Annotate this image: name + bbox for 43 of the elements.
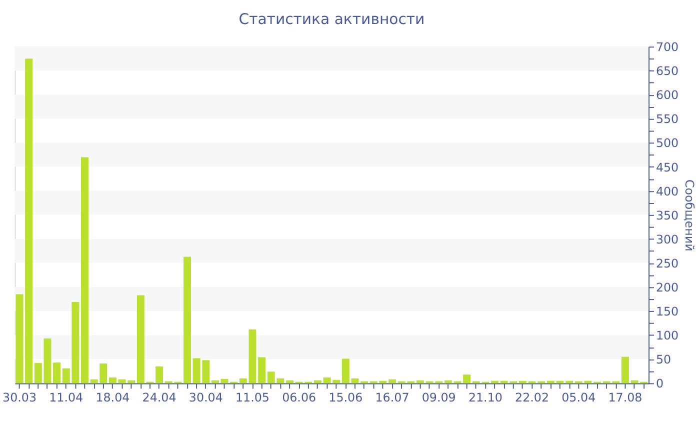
y-tick-label: 0 (656, 376, 664, 391)
bar (25, 58, 33, 384)
y-tick-label: 700 (656, 40, 679, 54)
y-tick-label: 550 (656, 112, 679, 126)
x-tick-label: 05.04 (562, 390, 596, 405)
y-tick-label: 650 (656, 64, 679, 78)
x-tick-label: 06.06 (282, 390, 316, 405)
x-tick-label: 11.05 (235, 390, 270, 405)
bar (53, 362, 61, 384)
x-tick-label: 15.06 (328, 390, 363, 405)
y-axis-title: Сообщений (682, 179, 697, 252)
x-tick-label: 21.10 (468, 390, 502, 405)
y-tick-label: 250 (656, 256, 679, 270)
chart-title: Статистика активности (238, 10, 425, 28)
y-tick-label: 600 (656, 88, 679, 102)
bar (388, 379, 396, 384)
y-tick-label: 200 (656, 280, 679, 294)
x-tick-label: 16.07 (375, 390, 410, 405)
x-tick-label: 18.04 (96, 390, 130, 405)
bar (184, 256, 191, 384)
x-tick-label: 30.04 (188, 390, 223, 405)
y-tick-label: 300 (656, 232, 679, 246)
x-tick-label: 24.04 (142, 390, 176, 405)
y-tick-label: 350 (656, 208, 679, 222)
y-tick-label: 150 (656, 304, 679, 319)
bar (16, 294, 24, 384)
x-tick-label: 22.02 (515, 390, 550, 405)
bar (108, 377, 116, 384)
x-tick-label: 09.09 (422, 390, 456, 405)
bar (342, 358, 350, 384)
y-tick-label: 100 (656, 328, 679, 343)
y-tick-label: 500 (656, 136, 679, 150)
y-tick-label: 400 (656, 184, 679, 198)
x-tick-label: 17.08 (608, 390, 642, 405)
bar (156, 366, 164, 384)
bar (258, 357, 266, 384)
x-tick-label: 30.03 (2, 390, 37, 405)
y-tick-label: 50 (656, 352, 672, 367)
bar (463, 374, 471, 384)
y-tick-label: 450 (656, 160, 679, 174)
x-tick-label: 11.04 (49, 390, 84, 405)
bar (621, 356, 629, 384)
bar (81, 157, 88, 384)
